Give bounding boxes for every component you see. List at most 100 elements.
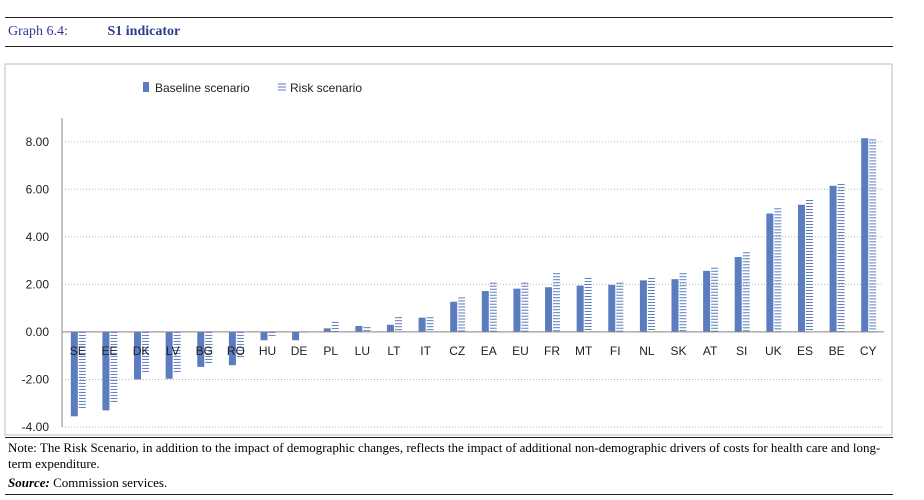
bar-risk-lu xyxy=(363,327,371,332)
y-tick-label: 0.00 xyxy=(26,325,50,339)
bars xyxy=(70,138,877,417)
legend-swatch-risk xyxy=(278,83,286,91)
bar-baseline-ro xyxy=(228,331,236,366)
bar-baseline-cy xyxy=(861,138,869,332)
category-label: BE xyxy=(829,344,845,358)
bar-baseline-at xyxy=(703,270,711,332)
chart: 8.00 6.00 4.00 2.00 0.00 -2.00 -4.00 SE EE DK LV B… xyxy=(4,63,893,436)
category-label: ES xyxy=(797,344,813,358)
bar-risk-sk xyxy=(679,273,687,332)
bar-baseline-bg xyxy=(197,331,205,367)
category-label: BG xyxy=(196,344,213,358)
bar-baseline-lv xyxy=(165,331,173,379)
bar-risk-lt xyxy=(394,317,402,331)
bar-baseline-be xyxy=(829,185,837,332)
legend-swatch-baseline xyxy=(143,82,149,92)
bar-risk-si xyxy=(742,252,750,332)
category-label: FI xyxy=(610,344,621,358)
bar-baseline-de xyxy=(292,331,300,341)
header-rule xyxy=(5,46,893,47)
bar-risk-eu xyxy=(521,282,529,332)
bar-risk-fr xyxy=(553,273,561,332)
bar-risk-be xyxy=(837,184,845,333)
bar-risk-it xyxy=(426,317,434,331)
bar-risk-cy xyxy=(869,139,877,333)
category-label: LT xyxy=(387,344,401,358)
category-label: EE xyxy=(101,344,117,358)
y-tick-labels: 8.00 6.00 4.00 2.00 0.00 -2.00 -4.00 xyxy=(22,135,50,434)
category-label: CZ xyxy=(449,344,465,358)
y-tick-label: 8.00 xyxy=(26,135,50,149)
category-label: CY xyxy=(860,344,877,358)
category-label: SK xyxy=(670,344,686,358)
category-label: NL xyxy=(639,344,655,358)
bar-risk-uk xyxy=(774,208,782,333)
bar-baseline-ee xyxy=(102,331,110,411)
bar-baseline-nl xyxy=(639,280,647,332)
graph-header: Graph 6.4: S1 indicator xyxy=(8,24,180,40)
bar-baseline-mt xyxy=(576,285,584,332)
bar-baseline-se xyxy=(70,331,78,417)
bar-baseline-fr xyxy=(545,287,553,332)
bar-baseline-it xyxy=(418,317,426,332)
source-text: Commission services. xyxy=(53,475,168,490)
y-tick-label: -4.00 xyxy=(22,420,50,434)
y-tick-label: 6.00 xyxy=(26,182,50,196)
bar-baseline-es xyxy=(797,204,805,332)
category-label: LV xyxy=(166,344,180,358)
top-rule xyxy=(5,17,893,18)
category-label: HU xyxy=(259,344,276,358)
source-line: Source: Commission services. xyxy=(8,475,167,491)
bar-baseline-lu xyxy=(355,325,363,332)
bar-risk-cz xyxy=(458,297,466,332)
legend-label-baseline: Baseline scenario xyxy=(155,81,250,95)
category-label: PL xyxy=(323,344,338,358)
bar-risk-at xyxy=(711,267,719,332)
bar-baseline-pl xyxy=(323,328,331,332)
category-label: FR xyxy=(544,344,560,358)
category-label: RO xyxy=(227,344,245,358)
bar-baseline-ea xyxy=(481,291,489,332)
bar-baseline-uk xyxy=(766,213,774,332)
category-label: UK xyxy=(765,344,782,358)
bar-baseline-hu xyxy=(260,331,268,341)
category-label: LU xyxy=(355,344,370,358)
bar-baseline-dk xyxy=(134,331,142,380)
bar-risk-mt xyxy=(584,277,592,330)
bar-risk-nl xyxy=(647,277,655,330)
graph-number: Graph 6.4: xyxy=(8,24,68,39)
bar-baseline-si xyxy=(734,257,742,332)
bottom-rule xyxy=(5,494,893,495)
category-label: SI xyxy=(736,344,747,358)
chart-frame xyxy=(4,63,893,436)
bar-risk-fi xyxy=(616,282,624,332)
bar-risk-se xyxy=(78,331,86,408)
bar-risk-bg xyxy=(205,331,213,363)
category-label: DE xyxy=(291,344,308,358)
category-labels: SE EE DK LV BG RO HU DE PL LU LT IT CZ EA EU FR MT FI NL SK… xyxy=(70,344,877,358)
bar-risk-es xyxy=(805,200,813,331)
legend: Baseline scenario Risk scenario xyxy=(143,81,362,95)
y-tick-label: 4.00 xyxy=(26,230,50,244)
category-label: IT xyxy=(420,344,431,358)
category-label: EU xyxy=(512,344,529,358)
bar-risk-ea xyxy=(489,282,497,332)
category-label: DK xyxy=(133,344,150,358)
graph-title: S1 indicator xyxy=(107,24,181,39)
legend-label-risk: Risk scenario xyxy=(290,81,362,95)
chart-bottom-rule xyxy=(5,437,893,438)
bar-risk-ee xyxy=(110,331,118,402)
bar-baseline-cz xyxy=(450,301,458,332)
bar-baseline-lt xyxy=(386,324,394,332)
note-text: Note: The Risk Scenario, in addition to … xyxy=(8,440,881,471)
category-label: EA xyxy=(481,344,497,358)
y-tick-label: 2.00 xyxy=(26,277,50,291)
bar-baseline-eu xyxy=(513,288,521,332)
bar-baseline-fi xyxy=(608,284,616,332)
bar-baseline-sk xyxy=(671,279,679,332)
category-label: SE xyxy=(70,344,86,358)
y-tick-label: -2.00 xyxy=(22,372,50,386)
category-label: AT xyxy=(703,344,718,358)
category-label: MT xyxy=(575,344,593,358)
source-label: Source: xyxy=(8,475,50,490)
